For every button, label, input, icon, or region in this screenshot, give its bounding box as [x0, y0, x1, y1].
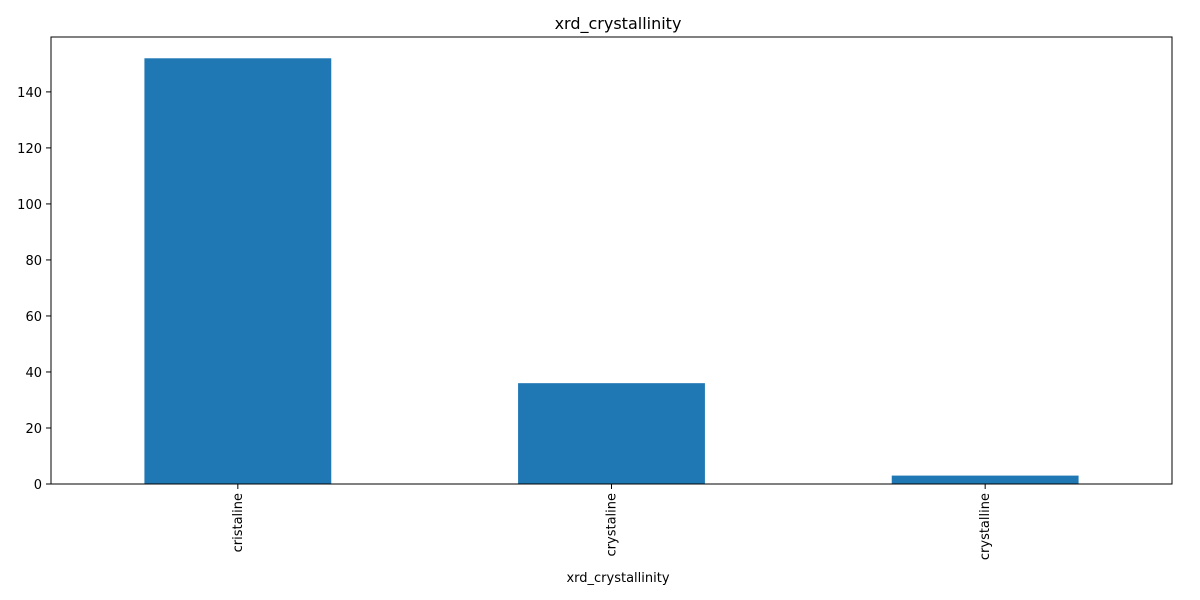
x-tick-label: cristaline [231, 493, 246, 552]
bar-crystaline [518, 383, 705, 484]
y-tick-label: 20 [25, 422, 42, 437]
y-tick-label: 100 [17, 198, 42, 213]
chart-title: xrd_crystallinity [555, 14, 682, 34]
y-tick-label: 140 [17, 86, 42, 101]
y-tick-label: 80 [25, 254, 42, 269]
y-tick-label: 60 [25, 310, 42, 325]
x-axis-label: xrd_crystallinity [566, 571, 669, 586]
y-tick-label: 120 [17, 142, 42, 157]
bars-group [144, 58, 1079, 485]
y-tick-label: 40 [25, 366, 42, 381]
plot-frame [50, 36, 1173, 485]
x-tick-label: crystalline [978, 493, 993, 560]
y-tick-label: 0 [34, 478, 42, 493]
x-tick-label: crystaline [605, 493, 620, 556]
bar-crystalline [891, 475, 1079, 484]
y-axis-ticks: 0 20 40 60 80 100 120 140 [17, 86, 51, 493]
bar-cristaline [144, 58, 332, 485]
x-axis-ticks: cristaline crystaline crystalline [231, 484, 993, 560]
